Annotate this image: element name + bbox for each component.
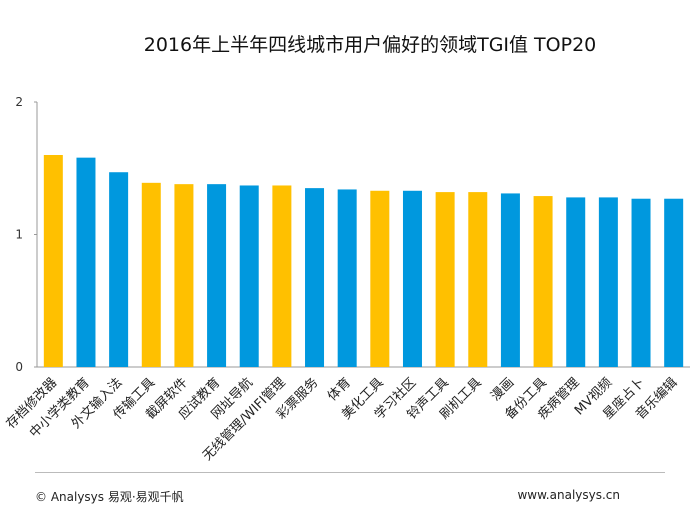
bar-chart: 012存档修改器中小学类教育外文输入法传输工具截屏软件应试教育网址导航无线管理/… [4,95,690,464]
bar [402,190,422,367]
chart-title: 2016年上半年四线城市用户偏好的领域TGI值 TOP20 [143,34,597,56]
footer-url: www.analysys.cn [517,488,620,502]
x-tick-label: 体育 [324,375,354,405]
bar [207,184,227,367]
bar [468,192,488,367]
bar [566,197,586,367]
y-tick-label: 0 [15,360,23,374]
bar [664,198,684,367]
bar [109,172,129,367]
bar [272,185,292,367]
bar [305,188,325,367]
footer-copyright: © Analysys 易观·易观千帆 [35,490,184,504]
bar [500,193,520,367]
bar [370,190,390,367]
bar [76,157,96,367]
bar [435,192,455,367]
bar [239,185,259,367]
x-tick-label: 漫画 [488,375,517,404]
bar [631,198,651,367]
bar [43,155,63,367]
bar [533,196,553,367]
bar [598,197,618,367]
bar [141,182,161,367]
bar [337,189,357,367]
y-tick-label: 1 [15,228,23,242]
footer-divider [35,472,665,473]
bar [174,184,194,367]
y-tick-label: 2 [15,95,23,109]
